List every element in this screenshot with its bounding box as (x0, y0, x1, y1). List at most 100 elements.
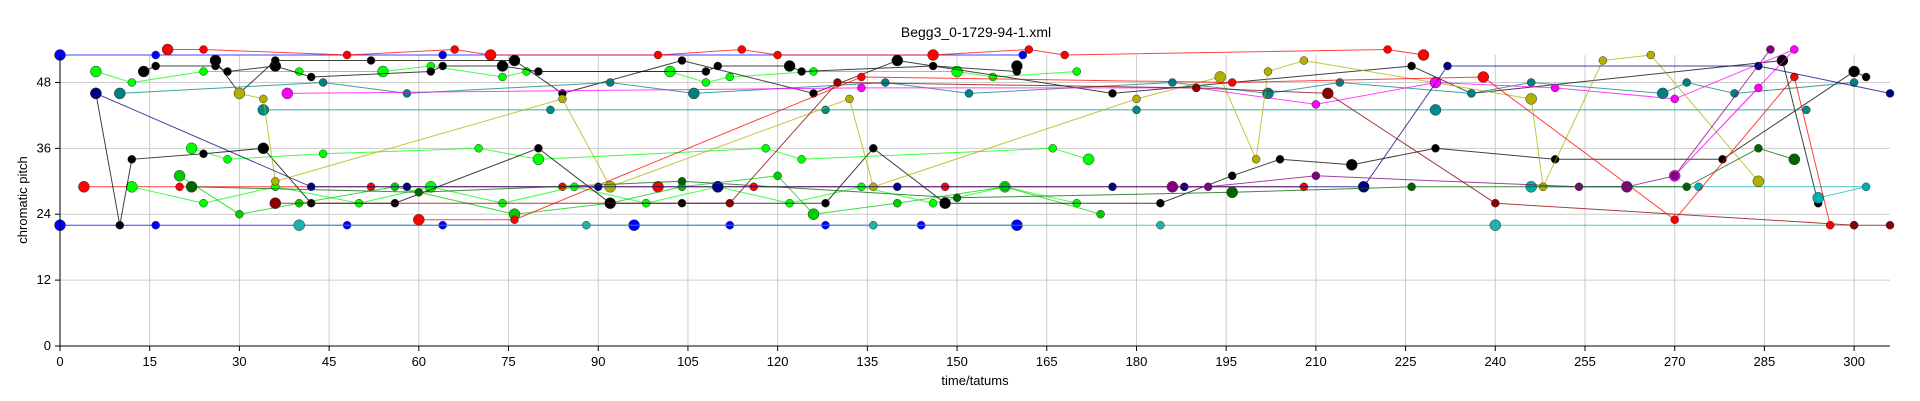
series-line (179, 175, 1101, 215)
x-tick-label: 120 (767, 354, 789, 369)
x-tick-label: 0 (56, 354, 63, 369)
data-point (1670, 171, 1679, 181)
data-point (1322, 87, 1334, 100)
data-point (1275, 155, 1285, 164)
data-point (1790, 45, 1799, 54)
data-point (90, 87, 102, 100)
data-point (293, 219, 305, 231)
data-point (725, 198, 735, 208)
data-point (137, 65, 150, 78)
data-point (426, 67, 436, 76)
data-point (366, 56, 376, 65)
data-point (928, 198, 938, 208)
data-point (209, 54, 222, 67)
data-point (605, 78, 615, 87)
data-point (1598, 56, 1608, 65)
data-point (173, 170, 186, 182)
y-tick-label: 36 (37, 140, 51, 155)
series-7 (173, 170, 1105, 220)
series-21 (185, 144, 1801, 203)
series-6 (185, 142, 1095, 166)
data-point (1214, 71, 1226, 83)
data-point (127, 78, 137, 87)
data-point (1166, 181, 1179, 193)
data-point (869, 220, 878, 230)
x-tick-label: 105 (677, 354, 699, 369)
data-point (1108, 89, 1117, 98)
chart-title: Begg3_0-1729-94-1.xml (901, 24, 1051, 40)
data-point (1849, 220, 1859, 230)
data-point (271, 56, 280, 65)
data-point (1754, 83, 1763, 93)
data-point (78, 181, 90, 193)
x-tick-label: 195 (1215, 354, 1237, 369)
data-point (127, 155, 137, 164)
x-axis-label: time/tatums (941, 373, 1009, 388)
x-tick-label: 255 (1574, 354, 1596, 369)
data-point (593, 182, 603, 192)
data-point (1417, 49, 1430, 61)
data-point (185, 181, 198, 193)
data-point (534, 144, 543, 153)
data-point (1227, 78, 1237, 87)
data-point (1192, 83, 1201, 93)
data-point (1861, 72, 1871, 82)
data-point (1227, 171, 1237, 181)
x-tick-label: 75 (501, 354, 515, 369)
x-tick-label: 135 (857, 354, 879, 369)
data-point (306, 182, 316, 192)
data-point (1812, 192, 1824, 204)
data-point (199, 45, 208, 54)
data-point (474, 144, 483, 153)
data-point (1682, 182, 1691, 192)
data-point (1646, 50, 1656, 60)
data-point (653, 50, 663, 60)
data-point (161, 43, 174, 56)
series-3 (161, 43, 1430, 61)
data-point (175, 182, 184, 192)
data-point (199, 67, 208, 76)
data-point (414, 188, 424, 197)
data-point (1525, 93, 1537, 105)
series-line (418, 75, 1831, 226)
data-point (677, 177, 687, 186)
data-point (688, 87, 700, 100)
data-point (1477, 71, 1490, 83)
data-point (438, 50, 447, 60)
data-point (438, 61, 447, 71)
data-point (1752, 175, 1765, 188)
data-point (151, 220, 160, 230)
data-point (893, 182, 902, 192)
data-point (737, 45, 747, 54)
data-point (1024, 45, 1034, 54)
x-tick-label: 60 (412, 354, 426, 369)
data-point (1311, 171, 1321, 181)
data-point (1694, 182, 1703, 192)
data-point (761, 144, 770, 153)
data-point (402, 89, 412, 98)
y-axis-label: chromatic pitch (15, 156, 30, 243)
data-point (402, 182, 412, 192)
data-point (1550, 83, 1560, 93)
data-point (257, 142, 270, 155)
data-point (1156, 198, 1165, 208)
y-ticks: 0 12 24 36 48 (37, 74, 60, 353)
x-tick-label: 240 (1484, 354, 1506, 369)
data-point (281, 87, 294, 100)
data-point (115, 220, 125, 230)
series-18 (413, 71, 1835, 230)
data-point (1011, 60, 1023, 72)
data-point (725, 72, 735, 82)
data-point (271, 177, 280, 186)
data-point (677, 56, 687, 65)
data-point (1885, 220, 1895, 230)
data-point (939, 197, 951, 209)
data-point (783, 60, 796, 72)
data-point (413, 213, 425, 226)
data-point (318, 149, 328, 159)
data-point (1018, 50, 1028, 60)
data-point (257, 104, 270, 116)
data-point (199, 149, 208, 159)
data-point (318, 78, 328, 87)
